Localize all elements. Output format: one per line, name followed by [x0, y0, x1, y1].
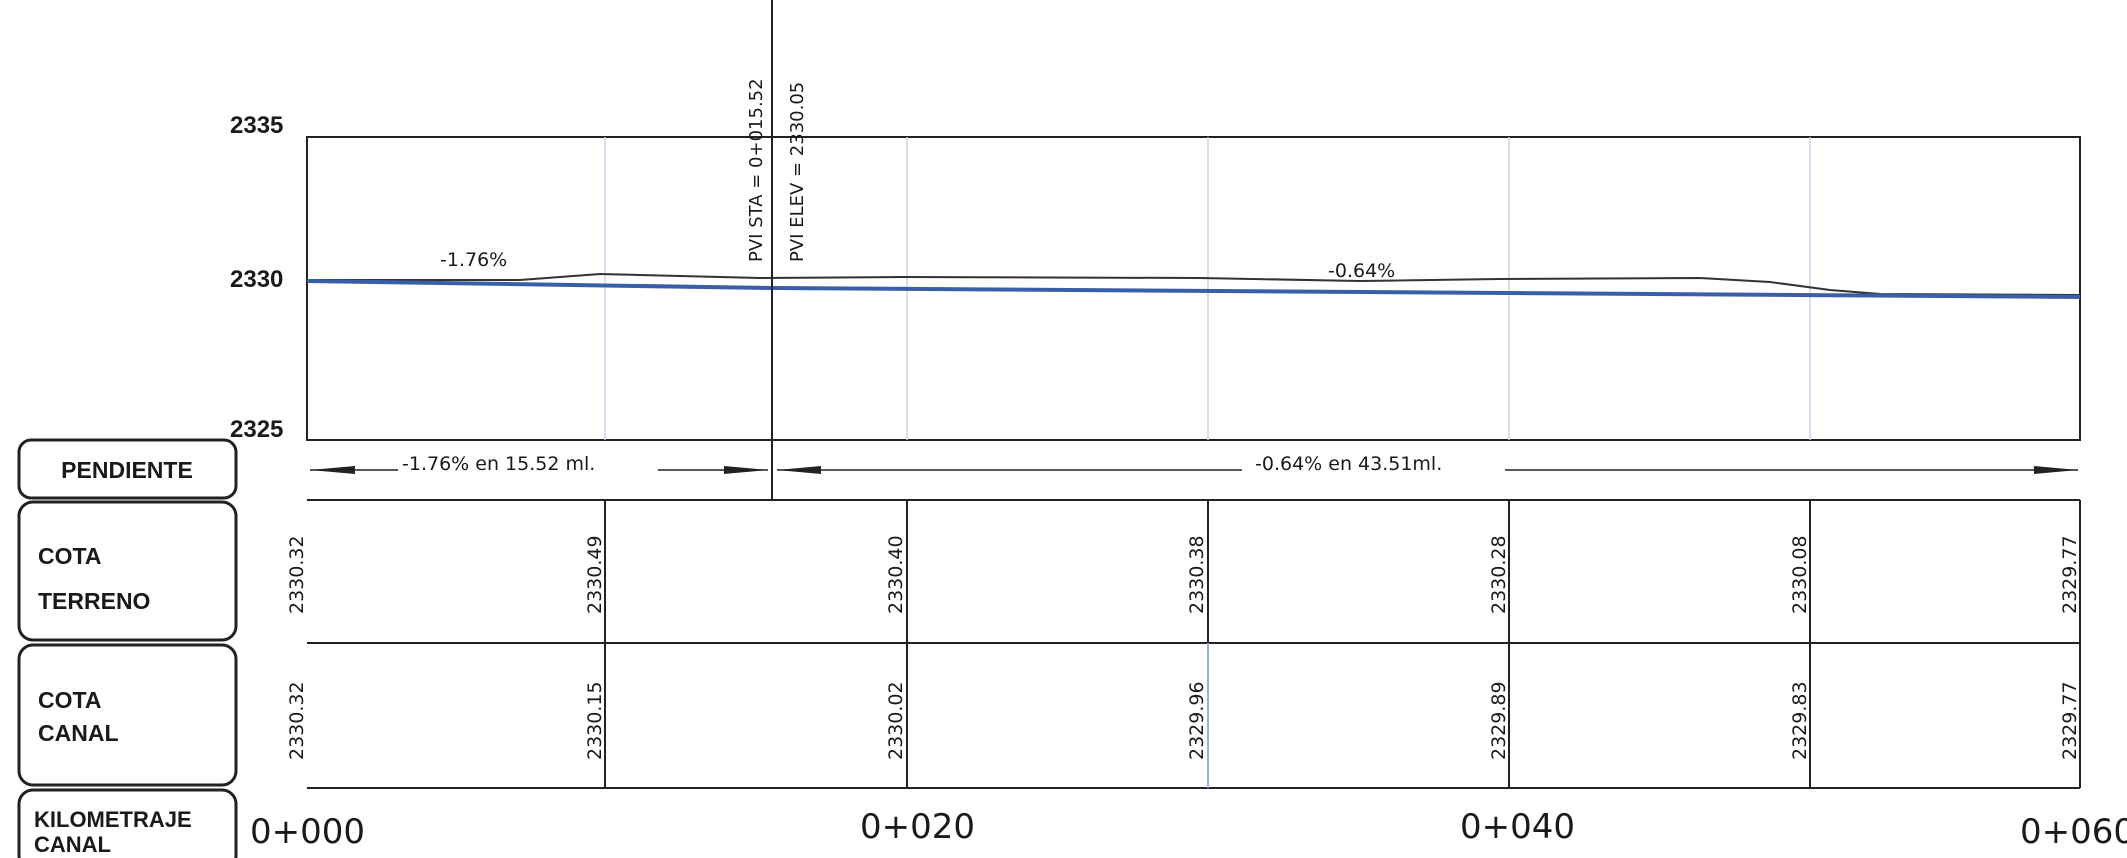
cota-canal-value: 2329.96: [1186, 681, 1208, 760]
pendiente-label: PENDIENTE: [61, 457, 193, 483]
pvi-station-label: PVI STA = 0+015.52: [746, 78, 767, 262]
arrowhead: [310, 466, 355, 474]
kilometraje-label-box: [17, 788, 238, 858]
arrowhead: [724, 466, 768, 474]
cota-terreno-value: 2329.77: [2059, 535, 2081, 614]
pvi-marker: PVI STA = 0+015.52 PVI ELEV = 2330.05: [746, 0, 808, 500]
elevation-label-2330: 2330: [230, 266, 283, 293]
station-label: 0+000: [250, 812, 365, 852]
pendiente-label-box: [17, 438, 238, 500]
station-label: 0+020: [860, 807, 975, 847]
kilometraje-label-line1: KILOMETRAJE: [34, 807, 192, 832]
cota-terreno-value: 2330.49: [584, 535, 606, 614]
grade-label-left: -1.76%: [440, 249, 507, 271]
cota-terreno-label-line1: COTA: [38, 543, 101, 569]
plot-frame: [306, 136, 2081, 441]
cota-terreno-label-box: [17, 500, 238, 642]
cota-canal-value: 2330.02: [885, 681, 907, 760]
elevation-label-2325: 2325: [230, 416, 283, 443]
elevation-label-2335: 2335: [230, 112, 283, 139]
arrowhead: [2034, 466, 2078, 474]
cota-terreno-value: 2330.08: [1789, 535, 1811, 614]
canal-grade-line: [306, 279, 2081, 299]
cota-terreno-value: 2330.32: [286, 535, 308, 614]
kilometraje-row: KILOMETRAJE CANAL 0+000 0+020 0+040 0+06…: [17, 788, 2127, 858]
terrain-profile-line: [307, 272, 2081, 296]
cota-terreno-row: COTA TERRENO 2330.32 2330.49 2330.40 233…: [17, 500, 2081, 644]
cota-terreno-value: 2330.38: [1186, 535, 1208, 614]
pvi-elevation-label: PVI ELEV = 2330.05: [787, 82, 808, 262]
cota-terreno-value: 2330.40: [885, 535, 907, 614]
station-label: 0+060: [2020, 812, 2127, 852]
cota-canal-label-line2: CANAL: [38, 720, 119, 746]
cota-canal-value: 2330.32: [286, 681, 308, 760]
pendiente-left-label: -1.76% en 15.52 ml.: [402, 453, 595, 475]
cota-canal-value: 2329.77: [2059, 681, 2081, 760]
arrowhead: [777, 466, 821, 474]
cota-canal-label-line1: COTA: [38, 687, 101, 713]
cota-canal-value: 2329.89: [1488, 681, 1510, 760]
cota-terreno-value: 2330.28: [1488, 535, 1510, 614]
pendiente-right-label: -0.64% en 43.51ml.: [1255, 453, 1442, 475]
kilometraje-label-line2: CANAL: [34, 832, 111, 857]
cota-canal-value: 2329.83: [1789, 681, 1811, 760]
pendiente-row: -1.76% en 15.52 ml. -0.64% en 43.51ml. P…: [17, 438, 2080, 501]
profile-plot: 2335 2330 2325 -1.76% -0.64%: [230, 112, 2081, 443]
cota-canal-label-box: [17, 643, 238, 787]
cota-canal-value: 2330.15: [584, 681, 606, 760]
grade-label-right: -0.64%: [1328, 260, 1395, 282]
station-label: 0+040: [1460, 807, 1575, 847]
cota-canal-row: COTA CANAL 2330.32 2330.15 2330.02 2329.…: [17, 643, 2081, 789]
cota-terreno-label-line2: TERRENO: [38, 588, 150, 614]
